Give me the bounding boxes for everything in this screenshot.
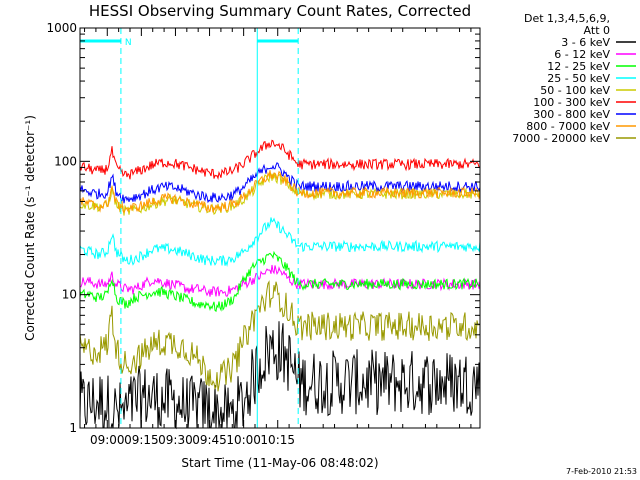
y-tick-label-2: 100 [54, 154, 77, 168]
x-tick-label-4: 10:00 [226, 433, 261, 447]
legend-header-1: Att 0 [584, 24, 610, 37]
plot-frame [79, 27, 481, 429]
y-axis: 1 10 100 1000 [46, 21, 480, 435]
timestamp: 7-Feb-2010 21:53 [566, 467, 637, 476]
x-axis: 09:00 09:15 09:30 09:45 10:00 10:15 [84, 28, 472, 447]
legend-label-3: 25 - 50 keV [547, 72, 610, 85]
legend-label-1: 6 - 12 keV [554, 48, 610, 61]
legend-label-5: 100 - 300 keV [533, 96, 610, 109]
series-layer [79, 139, 481, 430]
y-tick-label-0: 1 [69, 421, 77, 435]
series-line-0 [79, 321, 481, 430]
series-line-1 [79, 264, 481, 297]
y-axis-label: Corrected Count Rate (s⁻¹ detector⁻¹) [23, 115, 37, 341]
series-line-7 [79, 170, 481, 214]
legend-header-0: Det 1,3,4,5,6,9, [524, 12, 610, 25]
legend-label-6: 300 - 800 keV [533, 108, 610, 121]
x-axis-label: Start Time (11-May-06 08:48:02) [181, 456, 378, 470]
chart-title: HESSI Observing Summary Count Rates, Cor… [89, 2, 471, 20]
legend-label-7: 800 - 7000 keV [526, 120, 610, 133]
legend-label-2: 12 - 25 keV [547, 60, 610, 73]
series-line-2 [79, 250, 481, 313]
series-line-3 [79, 217, 481, 267]
night-label: N [125, 38, 132, 48]
x-tick-label-1: 09:15 [124, 433, 159, 447]
x-tick-label-0: 09:00 [90, 433, 125, 447]
y-tick-label-3: 1000 [46, 21, 77, 35]
x-tick-label-2: 09:30 [158, 433, 193, 447]
legend-label-4: 50 - 100 keV [540, 84, 610, 97]
series-line-8 [79, 280, 481, 392]
y-tick-label-1: 10 [62, 288, 77, 302]
series-line-5 [79, 139, 481, 181]
legend-label-8: 7000 - 20000 keV [512, 132, 610, 145]
x-tick-label-5: 10:15 [260, 433, 295, 447]
x-tick-label-3: 09:45 [192, 433, 227, 447]
legend-label-0: 3 - 6 keV [561, 36, 610, 49]
series-line-6 [79, 162, 481, 204]
